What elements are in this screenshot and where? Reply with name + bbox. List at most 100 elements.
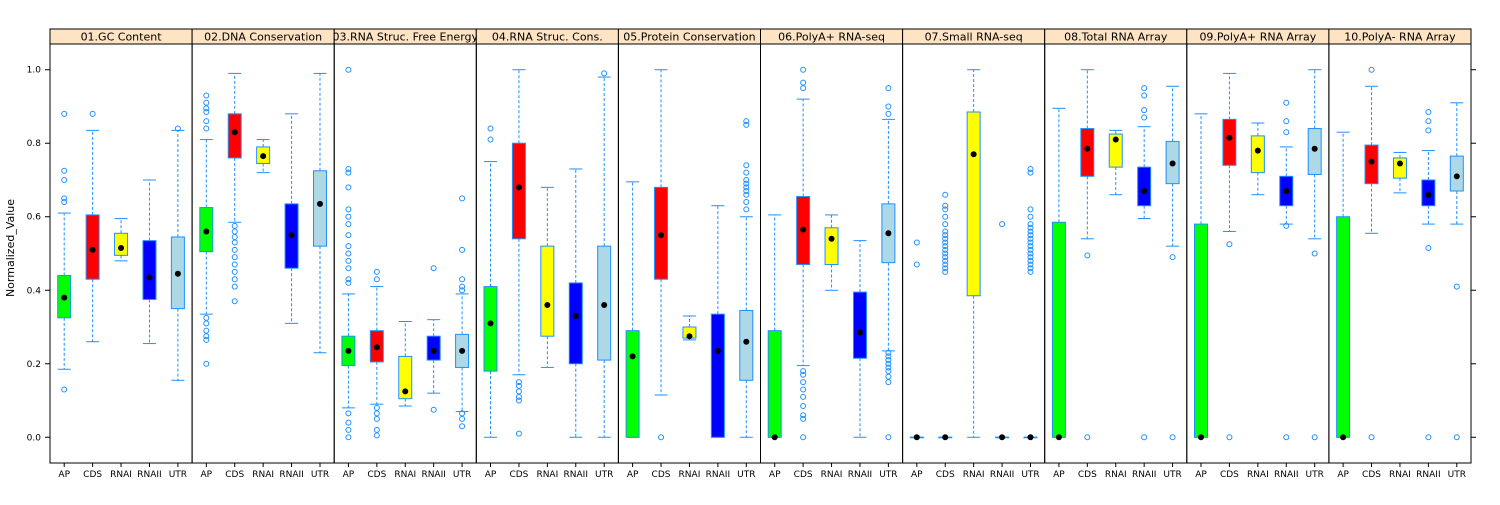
box-iqr	[142, 240, 157, 300]
median-dot	[316, 200, 323, 207]
outlier-point	[1226, 434, 1233, 441]
panel-frame	[191, 43, 335, 464]
panel-4: 04.RNA Struc. Cons. AP CDS RNAI RNAII UTR	[475, 28, 619, 480]
outlier-point	[345, 184, 352, 191]
outlier-point	[942, 265, 949, 272]
median-dot	[402, 388, 409, 395]
outlier-point	[373, 404, 380, 411]
outlier-point	[203, 333, 210, 340]
box-ap	[57, 110, 72, 393]
x-tick-label: AP	[201, 470, 213, 480]
median-dot	[203, 228, 210, 235]
y-tick-label: 0.6	[27, 213, 42, 223]
outlier-point	[942, 235, 949, 242]
outlier-point	[345, 232, 352, 239]
box-iqr	[1336, 216, 1351, 438]
outlier-point	[1169, 434, 1176, 441]
outlier-point	[345, 419, 352, 426]
box-ap	[625, 181, 640, 438]
median-dot	[714, 347, 721, 354]
outlier-point	[203, 320, 210, 327]
outlier-point	[487, 125, 494, 132]
outlier-point	[1027, 228, 1034, 235]
outlier-point	[1027, 246, 1034, 253]
outlier-point	[1027, 235, 1034, 242]
median-dot	[913, 434, 920, 441]
x-tick-label: AP	[485, 470, 497, 480]
x-tick-label: RNAII	[1274, 470, 1298, 480]
box-ap	[1336, 131, 1351, 441]
box-iqr	[625, 330, 640, 438]
median-dot	[373, 344, 380, 351]
outlier-point	[800, 415, 807, 422]
outlier-point	[231, 283, 238, 290]
outlier-point	[942, 221, 949, 228]
outlier-point	[515, 379, 522, 386]
median-dot	[629, 353, 636, 360]
median-dot	[800, 226, 807, 233]
outlier-point	[1283, 118, 1290, 125]
outlier-point	[1027, 206, 1034, 213]
x-tick-label: RNAII	[137, 470, 161, 480]
box-utr	[597, 70, 612, 438]
outlier-point	[203, 99, 210, 106]
outlier-point	[913, 261, 920, 268]
box-iqr	[1051, 221, 1066, 438]
outlier-point	[800, 379, 807, 386]
outlier-point	[1425, 434, 1432, 441]
panel-title: 07.Small RNA-seq	[925, 31, 1023, 44]
median-dot	[1254, 147, 1261, 154]
outlier-point	[1425, 127, 1432, 134]
outlier-point	[800, 79, 807, 86]
x-tick-label: RNAII	[421, 470, 445, 480]
outlier-point	[231, 233, 238, 240]
outlier-point	[459, 195, 466, 202]
box-utr	[170, 125, 185, 381]
x-tick-label: CDS	[1362, 470, 1381, 480]
x-tick-label: UTR	[737, 470, 755, 480]
box-rnaii	[995, 221, 1010, 441]
median-dot	[999, 434, 1006, 441]
outlier-point	[885, 353, 892, 360]
box-cds	[938, 191, 953, 441]
outlier-point	[345, 279, 352, 286]
panel-9: 09.PolyA+ RNA Array AP CDS RNAI RNAII UTR	[1186, 28, 1330, 480]
outlier-point	[203, 360, 210, 367]
outlier-point	[1368, 434, 1375, 441]
outlier-point	[1027, 224, 1034, 231]
box-cds	[227, 72, 242, 305]
outlier-point	[1226, 241, 1233, 248]
x-tick-label: AP	[627, 470, 639, 480]
outlier-point	[345, 250, 352, 257]
outlier-point	[1283, 434, 1290, 441]
median-dot	[544, 301, 551, 308]
outlier-point	[61, 386, 68, 393]
box-iqr	[114, 232, 129, 256]
x-tick-label: CDS	[794, 470, 813, 480]
box-iqr	[1080, 128, 1095, 177]
outlier-point	[1141, 107, 1148, 114]
x-tick-label: CDS	[83, 470, 102, 480]
outlier-point	[373, 410, 380, 417]
x-tick-label: CDS	[509, 470, 528, 480]
x-tick-label: RNAII	[279, 470, 303, 480]
panel-7: 07.Small RNA-seq AP CDS RNAI RNAII UTR	[902, 28, 1046, 480]
outlier-point	[203, 327, 210, 334]
x-tick-label: CDS	[652, 470, 671, 480]
box-utr	[1023, 165, 1038, 441]
outlier-point	[885, 368, 892, 375]
outlier-point	[203, 336, 210, 343]
median-dot	[288, 232, 295, 239]
outlier-point	[1283, 129, 1290, 136]
x-tick-label: RNAI	[1389, 470, 1411, 480]
box-rnai	[398, 320, 413, 407]
outlier-point	[1027, 169, 1034, 176]
outlier-point	[203, 314, 210, 321]
box-rnai	[824, 214, 839, 291]
box-rnaii	[852, 240, 867, 438]
panel-title: 04.RNA Struc. Cons.	[492, 31, 603, 44]
outlier-point	[345, 434, 352, 441]
x-tick-label: RNAI	[394, 470, 416, 480]
outlier-point	[942, 261, 949, 268]
panel-title: 08.Total RNA Array	[1064, 31, 1168, 44]
